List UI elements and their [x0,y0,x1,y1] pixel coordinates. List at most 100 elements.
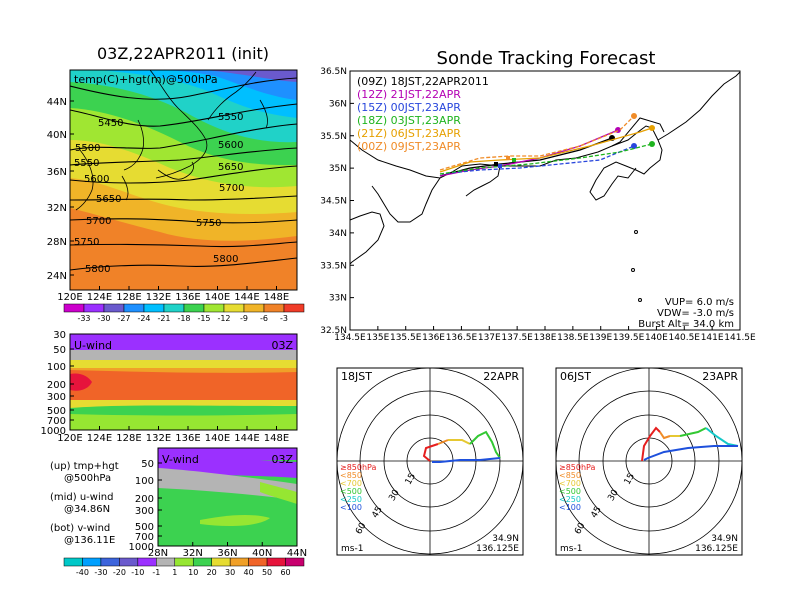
legend-entry: (00Z) 09JST,23APR [357,140,461,153]
colorbar-swatch [263,303,285,313]
hodo-trace-sfc [422,443,439,462]
contour-label: 5700 [86,216,111,227]
ytick-label: 44N [47,97,67,108]
xtick-label: 138E [534,333,557,343]
u-panel-label: U-wind [74,339,112,352]
map-yticks: 36.5N 36N 35.5N 35N 34.5N 34N 33.5N 33N 32.5N [320,67,354,336]
colorbar-swatch [283,303,305,313]
pressure-legend: ≥850hPa<850<700<500<250<100 [340,463,377,512]
hodo-time: 18JST [341,370,372,383]
contour-label: 5800 [85,264,110,275]
right-title: Sonde Tracking Forecast [437,48,656,69]
contour-label: 5550 [74,158,99,169]
pressure-legend-entry: ≥850hPa [559,463,596,472]
colorbar-swatch [266,557,286,567]
trajectory-line [439,143,653,175]
panel-notes: (up) tmp+hgt @500hPa (mid) u-wind @34.86… [50,461,119,546]
top-yticks: 44N 40N 36N 32N 28N 24N [47,97,74,282]
colorbar-swatch [137,557,157,567]
xtick-label: 124E [87,433,112,444]
hodo-trace-700 [448,439,471,445]
hodo-trace-500 [679,427,707,437]
xtick-label: 32N [183,548,203,559]
v-wind-field [158,448,297,546]
colorbar-swatch [163,303,185,313]
xtick-label: 138.5E [557,333,589,343]
note-line: @500hPa [64,473,111,484]
ring-label: 45 [370,505,384,520]
pressure-legend-entry: <100 [340,503,362,512]
burst-marker [506,156,510,160]
wind-colorbar: -40 -30 -20 -10 -1 1 10 20 30 40 50 60 [63,557,305,577]
ytick-label: 100 [47,362,66,373]
info-vdw: VDW= -3.0 m/s [657,308,734,319]
colorbar-swatch [223,303,245,313]
xtick-label: 135E [366,333,389,343]
colorbar-swatch [83,303,105,313]
hodo-trace-500 [469,430,501,459]
colorbar-label: -15 [197,314,210,323]
pressure-legend-entry: <850 [559,471,581,480]
colorbar-label: -30 [94,568,107,577]
ytick-label: 34N [329,229,347,239]
xtick-label: 137.5E [501,333,533,343]
pressure-legend-entry: <100 [559,503,581,512]
height-contours [70,77,297,271]
temp-field [70,70,297,290]
ytick-label: 32.5N [320,326,347,336]
colorbar-label: 50 [262,568,272,577]
colorbar-swatch [211,557,231,567]
xtick-label: 44N [287,548,307,559]
top-xticks: 120E 124E 128E 132E 136E 140E 144E 148E [57,286,289,303]
legend-entry: (15Z) 00JST,23APR [357,101,461,114]
trajectory-line [439,145,635,175]
colorbar-swatch [285,557,305,567]
colorbar-swatch [123,303,145,313]
ytick-label: 500 [47,406,66,417]
colorbar-swatch [229,557,249,567]
xtick-label: 144E [234,433,259,444]
colorbar-swatch [100,557,120,567]
colorbar-swatch [203,303,225,313]
xtick-label: 132E [146,433,171,444]
pressure-legend-entry: <700 [340,479,362,488]
colorbar-swatch [119,557,139,567]
u-xticks: 120E 124E 128E 132E 136E 140E 144E 148E [57,426,289,444]
contour-label: 5600 [84,174,109,185]
hodo-date: 22APR [483,370,519,383]
xtick-label: 36N [217,548,237,559]
hodo-trace-sfc [641,426,661,462]
xtick-label: 136E [422,333,445,343]
xtick-label: 132E [146,292,171,303]
colorbar-label: -30 [97,314,110,323]
u-panel-frame [69,333,298,431]
colorbar-swatch [174,557,194,567]
ytick-label: 1000 [41,426,66,437]
v-panel-label: V-wind [162,453,199,466]
colorbar-swatch [183,303,205,313]
xtick-label: 136.5E [446,333,478,343]
legend-entry: (12Z) 21JST,22APR [357,88,461,101]
ytick-label: 500 [135,522,154,533]
xtick-label: 137E [478,333,501,343]
colorbar-label: -27 [117,314,130,323]
colorbar-label: -12 [217,314,230,323]
colorbar-label: 30 [225,568,235,577]
colorbar-label: -18 [177,314,190,323]
info-vup: VUP= 6.0 m/s [665,297,734,308]
pressure-legend-entry: ≥850hPa [340,463,377,472]
ytick-label: 700 [47,416,66,427]
trajectory-line [439,127,653,173]
colorbar-swatch [156,557,176,567]
ytick-label: 28N [47,237,67,248]
ytick-label: 36N [47,167,67,178]
hodo-unit: ms-1 [341,544,363,554]
temp-colorbar: -33 -30 -27 -24 -21 -18 -15 -12 -9 -6 -3 [63,303,305,323]
xtick-label: 144E [234,292,259,303]
colorbar-swatch [248,557,268,567]
colorbar-label: 1 [172,568,177,577]
trajectory-line [439,115,635,171]
colorbar-label: -40 [76,568,89,577]
contour-label: 5450 [98,118,123,129]
